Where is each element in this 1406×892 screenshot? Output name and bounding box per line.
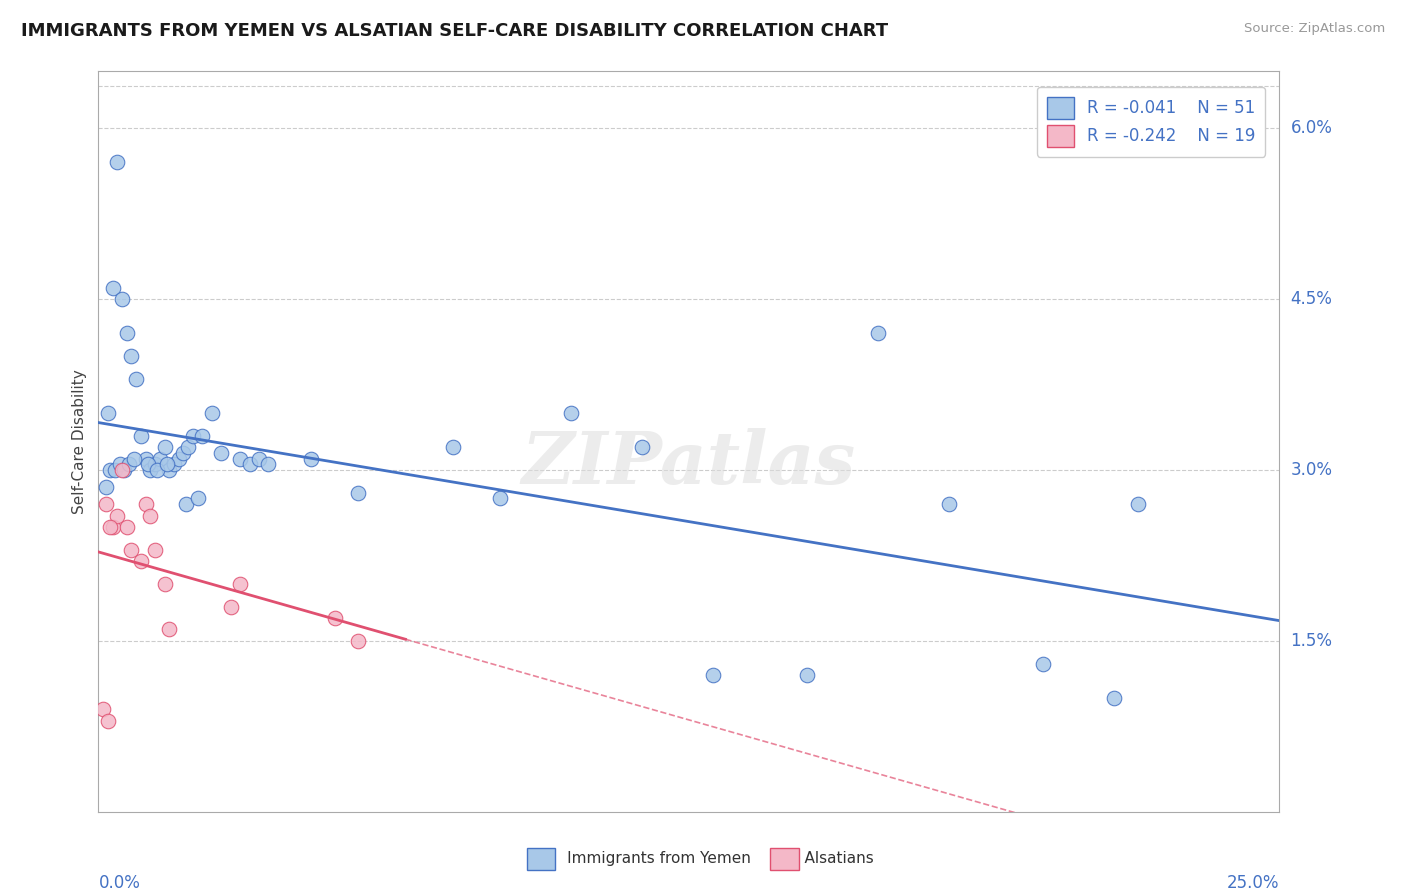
Text: 3.0%: 3.0% xyxy=(1291,461,1333,479)
Point xyxy=(174,497,197,511)
Point xyxy=(94,480,117,494)
Point xyxy=(153,440,176,454)
Point xyxy=(191,429,214,443)
Point xyxy=(630,440,652,454)
Text: 25.0%: 25.0% xyxy=(1227,874,1279,892)
Point xyxy=(247,451,270,466)
Point xyxy=(938,497,960,511)
Point xyxy=(560,406,582,420)
Point xyxy=(101,281,124,295)
Point xyxy=(149,451,172,466)
Point xyxy=(143,458,166,472)
Point xyxy=(121,542,143,557)
Point xyxy=(1102,690,1125,705)
Point xyxy=(135,451,157,466)
Point xyxy=(139,508,162,523)
Point xyxy=(219,599,242,614)
Point xyxy=(97,406,120,420)
Point xyxy=(187,491,209,506)
Legend: R = -0.041    N = 51, R = -0.242    N = 19: R = -0.041 N = 51, R = -0.242 N = 19 xyxy=(1036,87,1265,157)
Point xyxy=(129,429,152,443)
Point xyxy=(104,463,127,477)
Point xyxy=(489,491,512,506)
Point xyxy=(1126,497,1149,511)
Text: 0.0%: 0.0% xyxy=(98,874,141,892)
Point xyxy=(229,451,252,466)
Point xyxy=(143,542,166,557)
Point xyxy=(177,440,200,454)
Point xyxy=(91,702,114,716)
Point xyxy=(172,446,194,460)
Point xyxy=(156,458,179,472)
Point xyxy=(98,463,121,477)
Text: IMMIGRANTS FROM YEMEN VS ALSATIAN SELF-CARE DISABILITY CORRELATION CHART: IMMIGRANTS FROM YEMEN VS ALSATIAN SELF-C… xyxy=(21,22,889,40)
Point xyxy=(153,577,176,591)
Point xyxy=(115,326,138,341)
Point xyxy=(239,458,262,472)
Point xyxy=(157,623,180,637)
Point xyxy=(129,554,152,568)
Point xyxy=(121,349,143,363)
Point xyxy=(299,451,322,466)
Point xyxy=(257,458,280,472)
Point xyxy=(209,446,232,460)
Point xyxy=(702,668,724,682)
Point xyxy=(94,497,117,511)
Point xyxy=(229,577,252,591)
Point xyxy=(136,458,159,472)
Point xyxy=(796,668,818,682)
Point xyxy=(105,155,128,169)
Point xyxy=(122,451,145,466)
Point xyxy=(347,485,370,500)
Point xyxy=(157,463,180,477)
Point xyxy=(111,463,134,477)
Point xyxy=(181,429,204,443)
Point xyxy=(97,714,120,728)
Point xyxy=(163,458,186,472)
Point xyxy=(441,440,464,454)
Point xyxy=(111,292,134,306)
Point xyxy=(201,406,224,420)
Point xyxy=(347,633,370,648)
Point xyxy=(146,463,169,477)
Y-axis label: Self-Care Disability: Self-Care Disability xyxy=(72,369,87,514)
Point xyxy=(866,326,889,341)
Point xyxy=(167,451,190,466)
Point xyxy=(323,611,346,625)
Text: 4.5%: 4.5% xyxy=(1291,290,1333,308)
Point xyxy=(101,520,124,534)
Text: Source: ZipAtlas.com: Source: ZipAtlas.com xyxy=(1244,22,1385,36)
Point xyxy=(135,497,157,511)
Point xyxy=(139,463,162,477)
Point xyxy=(98,520,121,534)
Point xyxy=(112,463,135,477)
Point xyxy=(108,458,131,472)
Point xyxy=(115,520,138,534)
Point xyxy=(1032,657,1054,671)
Text: 6.0%: 6.0% xyxy=(1291,120,1333,137)
Text: 1.5%: 1.5% xyxy=(1291,632,1333,650)
Point xyxy=(105,508,128,523)
Point xyxy=(125,372,148,386)
Text: Immigrants from Yemen           Alsatians: Immigrants from Yemen Alsatians xyxy=(533,851,873,865)
Text: ZIPatlas: ZIPatlas xyxy=(522,428,856,500)
Point xyxy=(118,458,141,472)
